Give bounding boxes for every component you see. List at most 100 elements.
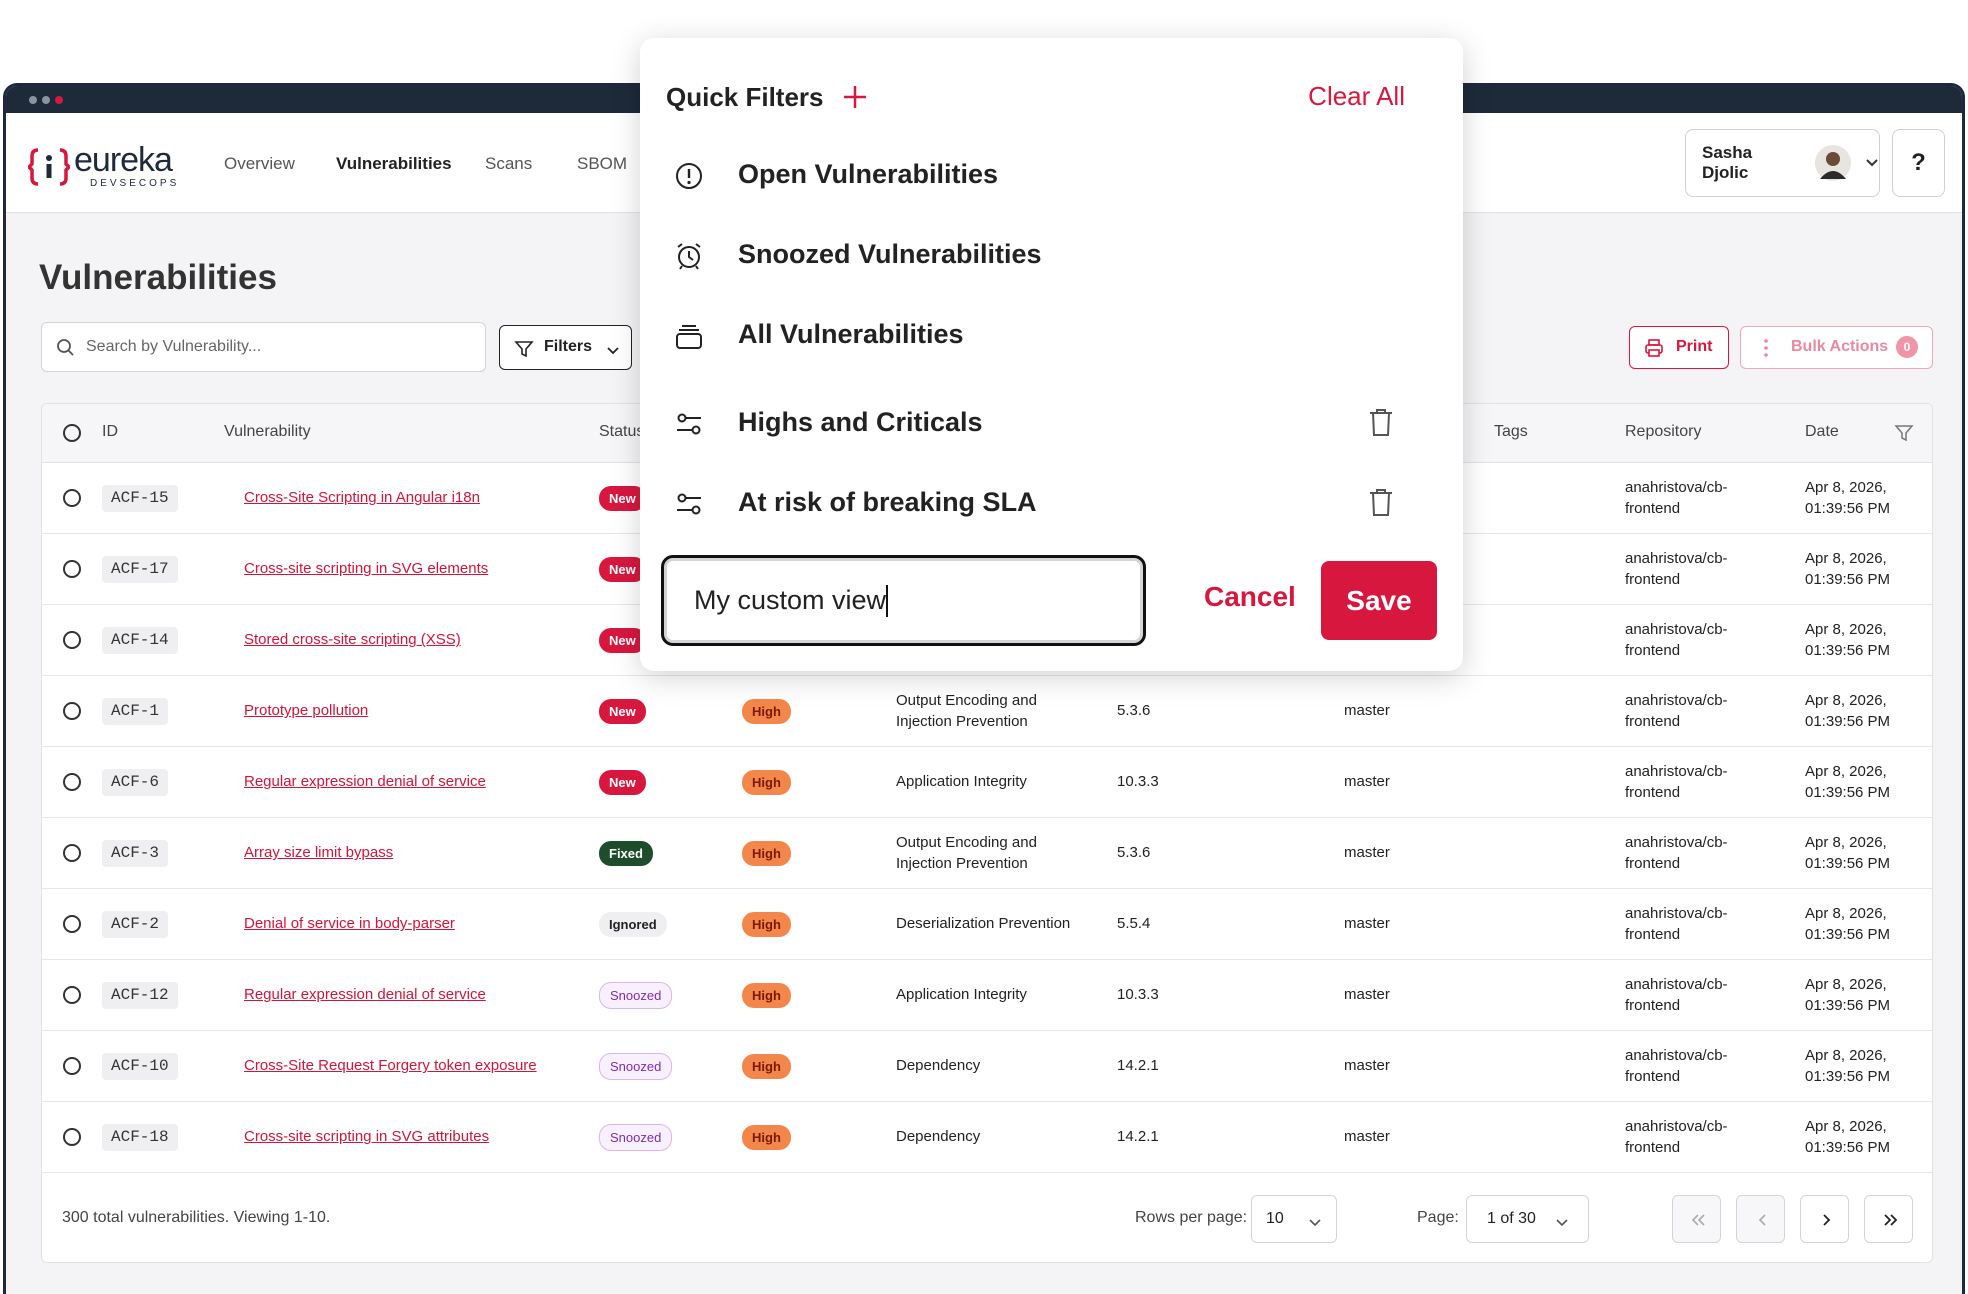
logo-sub: DEVSECOPS — [90, 178, 180, 189]
vulnerability[interactable]: Cross-site scripting in SVG attributes — [244, 1128, 490, 1146]
category: Application Integrity — [896, 773, 1027, 791]
kebab-icon-glyph — [1764, 339, 1768, 357]
vulnerability[interactable]: Cross-Site Scripting in Angular i18n — [244, 489, 480, 507]
page-select[interactable]: 1 of 30 — [1466, 1195, 1589, 1243]
quick-filter[interactable]: Open Vulnerabilities — [738, 159, 999, 189]
quick-filter[interactable]: Highs and Criticals — [738, 407, 983, 437]
version-cell: 14.2.1 — [1117, 1102, 1159, 1173]
vulnerability[interactable]: Denial of service in body-parser — [244, 915, 455, 933]
table-row — [42, 676, 1932, 747]
vulnerability-cell: Cross-site scripting in SVG attributes — [244, 1102, 489, 1173]
page-nav-button[interactable] — [1672, 1195, 1721, 1243]
filters-button[interactable]: Filters — [499, 325, 632, 370]
date: Apr 8, 2026, 01:39:56 PM — [1805, 550, 1891, 588]
id-cell: ACF-14 — [102, 605, 178, 676]
select-all[interactable] — [63, 424, 81, 442]
row-checkbox[interactable] — [63, 631, 81, 649]
avatar — [1815, 145, 1851, 181]
add-filter[interactable] — [842, 84, 868, 110]
id-cell: ACF-12 — [102, 960, 178, 1031]
column-filter-icon[interactable] — [1894, 423, 1914, 448]
quick-filter[interactable]: All Vulnerabilities — [738, 319, 964, 349]
quick-filter[interactable]: Snoozed Vulnerabilities — [738, 239, 1042, 269]
row-checkbox[interactable] — [63, 844, 81, 862]
category: Output Encoding and Injection Prevention — [896, 834, 1037, 872]
search-placeholder: Search by Vulnerability... — [86, 338, 262, 355]
column-header: Tags — [1494, 423, 1528, 440]
vulnerability-cell: Cross-Site Scripting in Angular i18n — [244, 463, 480, 534]
nav-link[interactable]: Vulnerabilities — [336, 154, 452, 173]
status-cell: New — [599, 676, 646, 747]
id: ACF-3 — [102, 839, 169, 868]
id-cell: ACF-2 — [102, 889, 169, 960]
table-row — [42, 818, 1932, 889]
user-menu[interactable]: Sasha Djolic — [1685, 129, 1880, 197]
id-cell: ACF-15 — [102, 463, 178, 534]
bulk-actions-button[interactable]: Bulk Actions 0 — [1740, 326, 1933, 369]
nav-link[interactable]: SBOM — [577, 154, 628, 173]
rows-per-page-value: 10 — [1266, 1210, 1284, 1227]
id-cell: ACF-6 — [102, 747, 169, 818]
status-cell: New — [599, 534, 646, 605]
row-checkbox[interactable] — [63, 773, 81, 791]
filter-icon — [674, 409, 704, 444]
branch-cell: master — [1344, 818, 1390, 889]
page-nav-button[interactable] — [1864, 1195, 1913, 1243]
save-button[interactable]: Save — [1321, 561, 1437, 640]
row-checkbox[interactable] — [63, 489, 81, 507]
page-nav-button[interactable] — [1800, 1195, 1849, 1243]
vulnerability-cell: Cross-site scripting in SVG elements — [244, 534, 488, 605]
row-checkbox[interactable] — [63, 986, 81, 1004]
row-checkbox[interactable] — [63, 915, 81, 933]
help-button[interactable]: ? — [1892, 129, 1945, 197]
row-checkbox[interactable] — [63, 1128, 81, 1146]
nav-link[interactable]: Overview — [224, 154, 295, 173]
clear-all[interactable]: Clear All — [1308, 81, 1405, 111]
version: 5.5.4 — [1117, 915, 1151, 933]
date: Apr 8, 2026, 01:39:56 PM — [1805, 1118, 1891, 1156]
date-cell: Apr 8, 2026, 01:39:56 PM — [1805, 676, 1917, 747]
vulnerability[interactable]: Cross-site scripting in SVG elements — [244, 560, 489, 578]
row-checkbox[interactable] — [63, 1057, 81, 1075]
vulnerability[interactable]: Regular expression denial of service — [244, 773, 486, 791]
input-text: My custom view — [694, 585, 887, 615]
filter-icon-glyph — [676, 325, 702, 349]
status-cell: New — [599, 747, 646, 818]
date: Apr 8, 2026, 01:39:56 PM — [1805, 621, 1891, 659]
vulnerability[interactable]: Regular expression denial of service — [244, 986, 486, 1004]
vulnerability[interactable]: Array size limit bypass — [244, 844, 394, 862]
repository: anahristova/cb-frontend — [1625, 621, 1728, 659]
repository-cell: anahristova/cb-frontend — [1625, 463, 1755, 534]
nav-link[interactable]: Scans — [485, 154, 533, 173]
logo-icon — [28, 148, 70, 186]
version-cell: 14.2.1 — [1117, 1031, 1159, 1102]
delete-filter[interactable] — [1367, 407, 1395, 444]
delete-filter[interactable] — [1367, 487, 1395, 524]
id: ACF-6 — [102, 768, 169, 797]
row-checkbox[interactable] — [63, 702, 81, 720]
status-cell: Snoozed — [599, 1031, 673, 1102]
filter-icon — [674, 241, 704, 276]
status: New — [599, 485, 646, 512]
version: 10.3.3 — [1117, 773, 1159, 791]
print-button[interactable]: Print — [1629, 326, 1729, 369]
severity-cell: High — [742, 1031, 791, 1102]
filter-icon-glyph — [677, 493, 701, 515]
row-checkbox[interactable] — [63, 560, 81, 578]
version: 5.3.6 — [1117, 844, 1151, 862]
window-dots — [29, 96, 63, 104]
view-name-input[interactable]: My custom view — [661, 555, 1146, 646]
repository: anahristova/cb-frontend — [1625, 550, 1728, 588]
search-box[interactable]: Search by Vulnerability... — [41, 322, 486, 372]
repository: anahristova/cb-frontend — [1625, 763, 1728, 801]
cancel-button[interactable]: Cancel — [1204, 581, 1296, 612]
page-nav-button[interactable] — [1736, 1195, 1785, 1243]
vulnerability[interactable]: Stored cross-site scripting (XSS) — [244, 631, 461, 649]
select-chevron — [1555, 1215, 1569, 1233]
quick-filter[interactable]: At risk of breaking SLA — [738, 487, 1037, 517]
column-header: Repository — [1625, 423, 1702, 440]
vulnerability[interactable]: Cross-Site Request Forgery token exposur… — [244, 1057, 537, 1075]
rows-per-page-select[interactable]: 10 — [1251, 1195, 1337, 1243]
table-row — [42, 960, 1932, 1031]
vulnerability[interactable]: Prototype pollution — [244, 702, 369, 720]
